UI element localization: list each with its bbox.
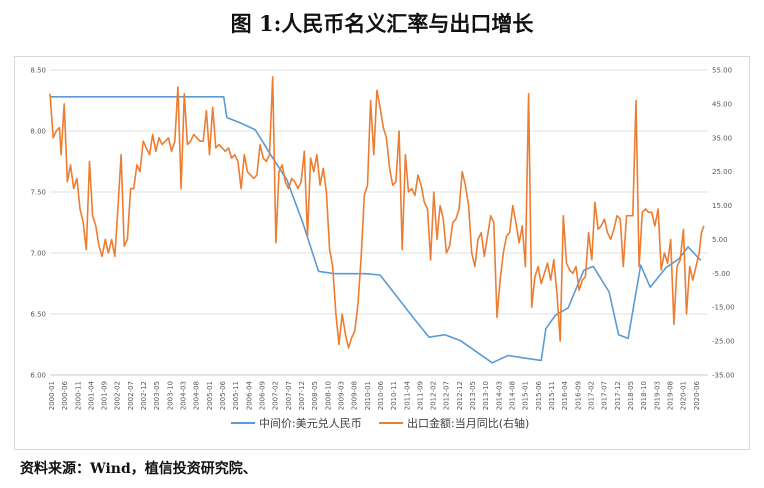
x-tick-label: 2012-02 xyxy=(430,381,438,410)
x-tick-label: 2012-12 xyxy=(456,381,464,410)
x-tick-label: 2015-11 xyxy=(548,381,556,410)
x-tick-label: 2009-03 xyxy=(337,381,345,410)
x-tick-label: 2008-10 xyxy=(324,381,332,410)
x-tick-label: 2011-04 xyxy=(403,380,411,410)
x-tick-label: 2007-07 xyxy=(285,381,293,410)
x-tick-label: 2010-11 xyxy=(390,381,398,410)
x-tick-label: 2014-08 xyxy=(509,381,517,410)
x-tick-label: 2013-05 xyxy=(469,381,477,410)
x-tick-label: 2019-08 xyxy=(666,381,674,410)
x-tick-label: 2015-01 xyxy=(522,381,530,410)
x-tick-label: 2013-10 xyxy=(482,381,490,410)
left-tick-label: 7.00 xyxy=(30,250,46,258)
x-tick-label: 2020-01 xyxy=(680,381,688,410)
x-tick-label: 2007-12 xyxy=(298,381,306,410)
right-tick-label: 25.00 xyxy=(712,168,732,176)
x-tick-label: 2005-06 xyxy=(219,380,227,410)
x-tick-label: 2012-07 xyxy=(443,381,451,410)
legend-label: 中间价:美元兑人民币 xyxy=(259,416,362,430)
right-tick-label: 55.00 xyxy=(712,67,732,75)
x-tick-label: 2010-01 xyxy=(364,381,372,410)
series-line xyxy=(50,96,702,364)
left-tick-label: 8.00 xyxy=(30,128,46,136)
right-tick-label: 15.00 xyxy=(712,202,732,210)
x-tick-label: 2018-05 xyxy=(627,381,635,410)
x-tick-label: 2007-02 xyxy=(272,381,280,410)
right-tick-label: -15.00 xyxy=(712,304,735,312)
gridlines xyxy=(50,69,708,376)
x-tick-label: 2005-11 xyxy=(232,381,240,410)
left-tick-label: 7.50 xyxy=(30,189,46,197)
legend: 中间价:美元兑人民币 出口金额:当月同比(右轴) xyxy=(231,416,529,430)
series-lines xyxy=(49,76,705,364)
right-tick-label: 45.00 xyxy=(712,100,732,108)
x-tick-label: 2000-11 xyxy=(74,381,82,410)
page-title: 图 1:人民币名义汇率与出口增长 xyxy=(230,11,534,36)
left-tick-label: 6.50 xyxy=(30,311,46,319)
x-tick-label: 2014-03 xyxy=(495,381,503,410)
series-line xyxy=(49,76,705,349)
x-tick-label: 2002-02 xyxy=(114,381,122,410)
x-tick-label: 2002-12 xyxy=(140,381,148,410)
x-tick-label: 2002-07 xyxy=(127,381,135,410)
x-tick-label: 2017-07 xyxy=(601,381,609,410)
x-tick-label: 2004-03 xyxy=(180,381,188,410)
x-tick-label: 2009-08 xyxy=(351,381,359,410)
x-tick-label: 2000-06 xyxy=(61,380,69,410)
right-tick-label: -5.00 xyxy=(712,270,730,278)
x-tick-label: 2016-09 xyxy=(574,381,582,410)
x-tick-label: 2018-10 xyxy=(640,381,648,410)
x-axis-ticks: 2000-01 2000-06 2000-11 2001-04 2001-09 2002-… xyxy=(48,380,701,410)
left-axis-ticks: 6.00 6.50 7.00 7.50 8.00 8.50 xyxy=(30,67,46,380)
x-tick-label: 2001-09 xyxy=(101,381,109,410)
right-tick-label: -35.00 xyxy=(712,372,735,380)
x-tick-label: 2003-10 xyxy=(166,381,174,410)
source-note: 资料来源：Wind，植信投资研究院、 xyxy=(20,461,257,477)
x-tick-label: 2011-09 xyxy=(416,381,424,410)
x-tick-label: 2000-01 xyxy=(48,381,56,410)
left-tick-label: 6.00 xyxy=(30,372,46,380)
x-tick-label: 2016-04 xyxy=(561,380,569,410)
right-axis-ticks: -35.00 -25.00 -15.00 -5.00 5.00 15.00 25.00 35.… xyxy=(712,67,735,380)
x-tick-label: 2005-01 xyxy=(206,381,214,410)
x-tick-label: 2006-04 xyxy=(245,380,253,410)
right-tick-label: -25.00 xyxy=(712,338,735,346)
legend-label: 出口金额:当月同比(右轴) xyxy=(407,416,529,430)
right-tick-label: 5.00 xyxy=(712,236,728,244)
x-tick-label: 2017-02 xyxy=(588,381,596,410)
x-tick-label: 2006-09 xyxy=(259,381,267,410)
x-tick-label: 2017-12 xyxy=(614,381,622,410)
x-tick-label: 2019-03 xyxy=(653,381,661,410)
x-tick-label: 2003-05 xyxy=(153,381,161,410)
x-tick-label: 2010-06 xyxy=(377,380,385,410)
x-tick-label: 2020-06 xyxy=(693,380,701,410)
x-tick-label: 2004-08 xyxy=(193,381,201,410)
right-tick-label: 35.00 xyxy=(712,134,732,142)
x-tick-label: 2008-05 xyxy=(311,381,319,410)
left-tick-label: 8.50 xyxy=(30,67,46,75)
x-tick-label: 2015-06 xyxy=(535,380,543,410)
chart-frame xyxy=(14,56,750,450)
x-tick-label: 2001-04 xyxy=(87,380,95,410)
